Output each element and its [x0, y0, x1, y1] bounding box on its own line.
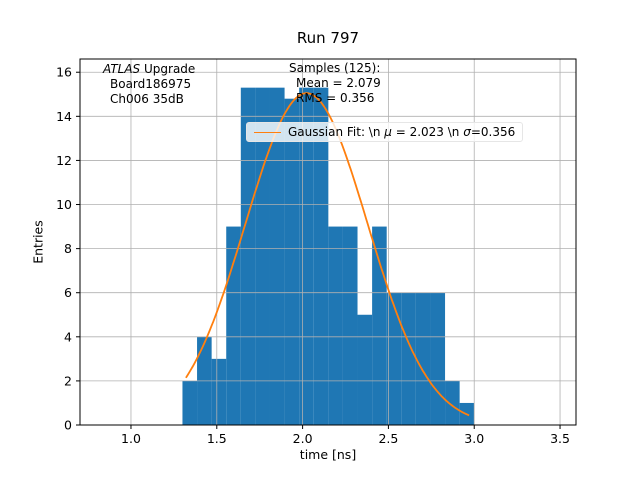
atlas-label: ATLAS	[103, 62, 141, 76]
legend: Gaussian Fit: \n μ = 2.023 \n σ=0.356	[246, 122, 524, 142]
board-label: Board186975	[110, 77, 192, 91]
histogram-bar	[357, 314, 373, 425]
mean-label: Mean = 2.079	[296, 76, 381, 90]
legend-text-mid: = 2.023 \n	[391, 125, 464, 139]
histogram-bar	[240, 87, 256, 425]
detector-annotation-line1: ATLAS Upgrade	[103, 62, 195, 77]
legend-label: Gaussian Fit: \n μ = 2.023 \n σ=0.356	[288, 125, 515, 139]
x-tick-label: 1.0	[121, 431, 141, 446]
x-tick-label: 2.5	[378, 431, 398, 446]
histogram-bar	[328, 226, 343, 425]
histogram-bar	[372, 226, 387, 425]
x-tick-label: 3.0	[464, 431, 484, 446]
legend-text-suffix: =0.356	[470, 125, 516, 139]
mu-symbol: μ	[384, 125, 392, 139]
histogram-bar	[255, 87, 270, 425]
gaussian-fit-curve	[185, 92, 470, 417]
axes-spines	[79, 58, 577, 426]
y-tick-label: 10	[56, 197, 72, 212]
y-tick-label: 0	[64, 418, 72, 433]
x-tick-label: 1.5	[207, 431, 227, 446]
histogram-bar	[182, 380, 198, 425]
y-tick-label: 16	[56, 65, 72, 80]
chart-title: Run 797	[296, 29, 360, 47]
histogram-bar	[401, 292, 416, 425]
histogram-bar	[284, 98, 300, 425]
y-axis-label: Entries	[30, 220, 46, 264]
y-tick-label: 8	[64, 241, 72, 256]
histogram-bar	[342, 226, 358, 425]
samples-label: Samples (125):	[289, 61, 381, 75]
legend-line-sample	[254, 131, 281, 133]
y-tick-label: 2	[64, 373, 72, 388]
y-tick-label: 12	[56, 153, 72, 168]
histogram-bar	[415, 292, 431, 425]
sigma-symbol: σ	[463, 125, 471, 139]
rms-label: RMS = 0.356	[296, 91, 375, 105]
x-tick-label: 3.5	[550, 431, 570, 446]
y-tick-label: 6	[64, 285, 72, 300]
upgrade-label: Upgrade	[140, 62, 196, 76]
detector-annotation: ATLAS Upgrade Board186975 Ch006 35dB	[103, 62, 195, 107]
x-tick-label: 2.0	[293, 431, 313, 446]
histogram-bar	[211, 358, 227, 425]
histogram-bar	[226, 226, 241, 425]
channel-label: Ch006 35dB	[110, 92, 184, 106]
stats-annotation: Samples (125): Mean = 2.079 RMS = 0.356	[289, 61, 381, 106]
histogram-bar	[430, 292, 446, 425]
histogram-bar	[269, 87, 285, 425]
histogram-bar	[445, 380, 460, 425]
histogram-bar	[313, 87, 329, 425]
y-tick-label: 4	[64, 329, 72, 344]
y-tick-label: 14	[56, 109, 72, 124]
x-axis-label: time [ns]	[299, 447, 357, 462]
legend-text-prefix: Gaussian Fit: \n	[288, 125, 385, 139]
histogram-bar	[386, 292, 402, 425]
